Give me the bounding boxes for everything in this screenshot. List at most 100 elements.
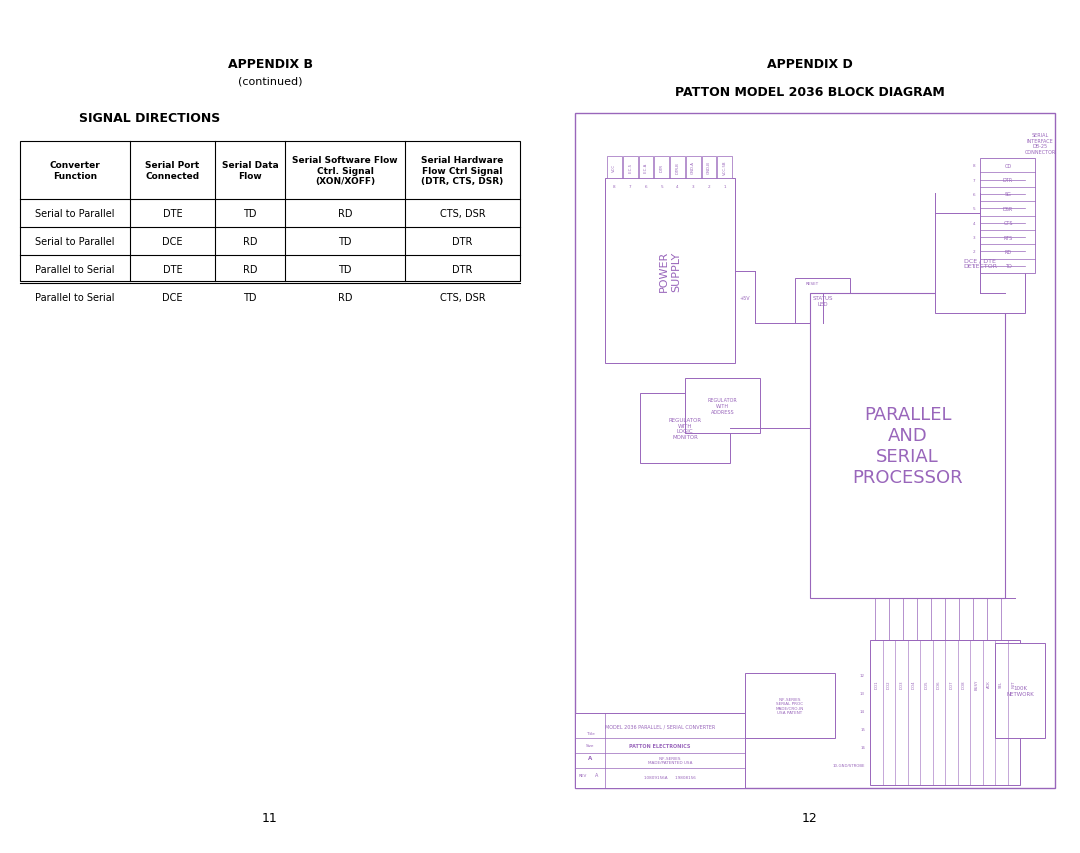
- Bar: [21, 142, 519, 281]
- Text: DSR: DSR: [1003, 206, 1013, 212]
- Text: APPENDIX D: APPENDIX D: [767, 57, 853, 71]
- Text: Title: Title: [585, 731, 594, 735]
- Bar: [935, 214, 1025, 314]
- Text: DTE: DTE: [163, 209, 183, 218]
- Text: 10809156A      19808156: 10809156A 19808156: [644, 775, 696, 779]
- Text: STATUS
LED: STATUS LED: [812, 296, 833, 306]
- Text: 2: 2: [707, 185, 711, 189]
- Text: PARALLEL
AND
SERIAL
PROCESSOR: PARALLEL AND SERIAL PROCESSOR: [852, 406, 962, 486]
- Bar: [810, 293, 1005, 598]
- Text: ACK: ACK: [987, 680, 990, 688]
- Text: 1: 1: [973, 264, 975, 269]
- Bar: [607, 157, 622, 179]
- Text: MODEL 2036 PARALLEL / SERIAL CONVERTER: MODEL 2036 PARALLEL / SERIAL CONVERTER: [605, 723, 715, 728]
- Text: 6: 6: [645, 185, 647, 189]
- Text: REGULATOR
WITH
ADDRESS: REGULATOR WITH ADDRESS: [707, 397, 738, 415]
- Bar: [623, 157, 637, 179]
- Text: SEL: SEL: [999, 680, 1003, 688]
- Text: REV: REV: [579, 773, 588, 777]
- Bar: [640, 393, 730, 463]
- Text: 4: 4: [676, 185, 678, 189]
- Text: DTR-B: DTR-B: [675, 162, 679, 174]
- Text: 10-GND/STROBE: 10-GND/STROBE: [833, 763, 865, 767]
- Bar: [980, 159, 1035, 274]
- Text: RD: RD: [338, 293, 352, 303]
- Text: IEC-5: IEC-5: [629, 163, 632, 173]
- Text: (continued): (continued): [238, 76, 302, 86]
- Text: 8: 8: [613, 185, 616, 189]
- Text: Serial to Parallel: Serial to Parallel: [36, 209, 114, 218]
- Bar: [638, 157, 653, 179]
- Text: Serial Port
Connected: Serial Port Connected: [146, 161, 200, 181]
- Text: INIT: INIT: [1012, 680, 1016, 688]
- Text: DCE: DCE: [162, 237, 183, 247]
- Text: 14: 14: [860, 709, 865, 713]
- Text: A: A: [588, 756, 592, 761]
- Text: CTS, DSR: CTS, DSR: [440, 293, 485, 303]
- Text: A: A: [595, 773, 598, 778]
- Text: DO7: DO7: [949, 679, 954, 688]
- Bar: [870, 641, 1020, 785]
- Text: DO3: DO3: [900, 679, 903, 688]
- Text: Size: Size: [585, 743, 594, 747]
- Bar: [605, 179, 735, 363]
- Text: 8: 8: [973, 164, 975, 168]
- Text: RD: RD: [243, 237, 257, 247]
- Text: CD: CD: [1004, 164, 1012, 169]
- Bar: [670, 157, 685, 179]
- Text: TD: TD: [338, 237, 352, 247]
- Text: 5: 5: [973, 207, 975, 211]
- Bar: [575, 113, 1055, 788]
- Text: DO4: DO4: [912, 679, 916, 688]
- Text: TD: TD: [338, 264, 352, 275]
- Text: 5: 5: [660, 185, 663, 189]
- Text: INF-SERIES
SERIAL PROC
MADE/CRO-IN
USA PATENT: INF-SERIES SERIAL PROC MADE/CRO-IN USA P…: [775, 697, 805, 715]
- Text: 7: 7: [629, 185, 632, 189]
- Text: RESET: RESET: [806, 281, 819, 286]
- Text: DTE: DTE: [163, 264, 183, 275]
- Text: DCE: DCE: [162, 293, 183, 303]
- Text: GND-A: GND-A: [691, 161, 696, 174]
- Text: TD: TD: [1004, 264, 1011, 269]
- Text: 16: 16: [860, 746, 865, 749]
- Text: SERIAL
INTERFACE
DB-25
CONNECTOR: SERIAL INTERFACE DB-25 CONNECTOR: [1024, 133, 1055, 155]
- Text: 13: 13: [860, 691, 865, 695]
- Text: 7: 7: [973, 178, 975, 183]
- Text: RD: RD: [243, 264, 257, 275]
- Text: Parallel to Serial: Parallel to Serial: [36, 264, 114, 275]
- Text: CTS: CTS: [1003, 221, 1013, 226]
- Text: 4: 4: [973, 222, 975, 225]
- Text: Parallel to Serial: Parallel to Serial: [36, 293, 114, 303]
- Text: CTS, DSR: CTS, DSR: [440, 209, 485, 218]
- Text: SIGNAL DIRECTIONS: SIGNAL DIRECTIONS: [79, 113, 220, 125]
- Text: PATTON MODEL 2036 BLOCK DIAGRAM: PATTON MODEL 2036 BLOCK DIAGRAM: [675, 85, 945, 98]
- Text: DTR: DTR: [453, 264, 473, 275]
- Text: APPENDIX B: APPENDIX B: [228, 57, 312, 71]
- Text: RTS: RTS: [1003, 235, 1013, 241]
- Text: DO2: DO2: [887, 679, 891, 688]
- Text: DTR: DTR: [1003, 178, 1013, 183]
- Bar: [995, 643, 1045, 738]
- Bar: [795, 279, 850, 323]
- Text: TD: TD: [243, 209, 257, 218]
- Text: 12: 12: [860, 673, 865, 677]
- Text: DO8: DO8: [962, 679, 966, 688]
- Text: Serial Software Flow
Ctrl. Signal
(XON/XOFF): Serial Software Flow Ctrl. Signal (XON/X…: [293, 156, 397, 186]
- Text: Serial Hardware
Flow Ctrl Signal
(DTR, CTS, DSR): Serial Hardware Flow Ctrl Signal (DTR, C…: [421, 156, 503, 186]
- Text: BUSY: BUSY: [974, 678, 978, 689]
- Text: 3: 3: [973, 235, 975, 240]
- Text: 3: 3: [692, 185, 694, 189]
- Text: 6: 6: [973, 193, 975, 197]
- Text: 100K
NETWORK: 100K NETWORK: [1007, 685, 1034, 696]
- Text: DO6: DO6: [936, 680, 941, 688]
- Text: VCC: VCC: [612, 164, 617, 171]
- Text: DTR: DTR: [660, 164, 663, 171]
- Text: +5V: +5V: [740, 296, 751, 301]
- Text: 12: 12: [802, 811, 818, 825]
- Text: RD: RD: [1004, 250, 1012, 255]
- Text: POWER
SUPPLY: POWER SUPPLY: [659, 251, 680, 292]
- Text: TD: TD: [243, 293, 257, 303]
- Text: Serial Data
Flow: Serial Data Flow: [221, 161, 279, 181]
- Text: 11: 11: [262, 811, 278, 825]
- Text: INF-SERIES
MADE/PATENTED USA: INF-SERIES MADE/PATENTED USA: [648, 756, 692, 764]
